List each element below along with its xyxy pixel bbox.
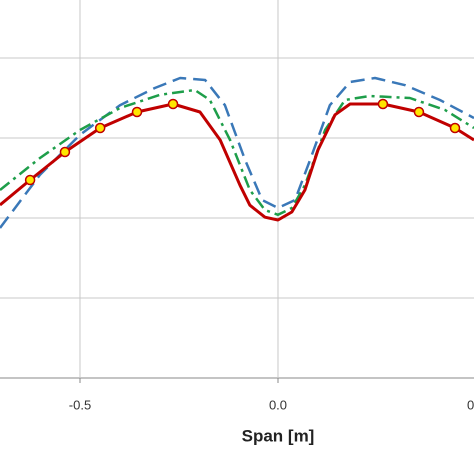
marker [24, 174, 36, 186]
marker [131, 106, 143, 118]
x-tick-label: -0.5 [69, 397, 91, 412]
marker [449, 122, 461, 134]
x-tick-label: 0.5 [467, 397, 474, 412]
marker [59, 146, 71, 158]
marker [167, 98, 179, 110]
x-axis-title: Span [m] [242, 426, 315, 445]
marker [413, 106, 425, 118]
plot-area [0, 76, 474, 229]
grid [0, 0, 474, 383]
marker [377, 98, 389, 110]
marker [94, 122, 106, 134]
data-line [0, 76, 474, 229]
x-tick-label: 0.0 [269, 397, 287, 412]
data-line [0, 102, 474, 222]
